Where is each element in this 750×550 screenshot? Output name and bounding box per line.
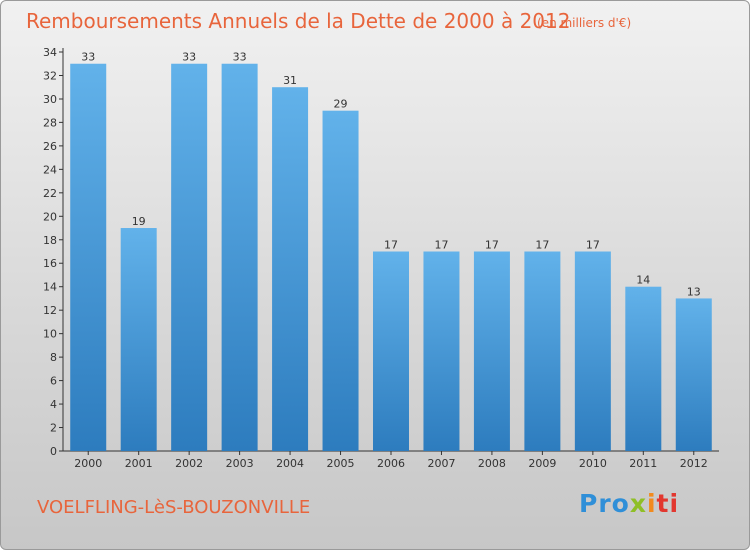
bar — [524, 251, 561, 451]
x-tick-label: 2001 — [125, 457, 153, 470]
y-tick-label: 12 — [43, 304, 57, 317]
bar-value-label: 33 — [182, 51, 196, 64]
bar — [625, 286, 662, 451]
bar-value-label: 29 — [334, 98, 348, 111]
bar-value-label: 17 — [586, 239, 600, 252]
y-tick-label: 22 — [43, 187, 57, 200]
bar — [221, 63, 258, 452]
y-tick-label: 18 — [43, 234, 57, 247]
y-tick-label: 8 — [50, 351, 57, 364]
bar — [675, 298, 712, 451]
x-tick-label: 2009 — [528, 457, 556, 470]
y-tick-label: 34 — [43, 46, 57, 59]
x-tick-label: 2002 — [175, 457, 203, 470]
commune-name: VOELFLING-LèS-BOUZONVILLE — [37, 497, 311, 518]
bar-value-label: 31 — [283, 74, 297, 87]
x-tick-label: 2012 — [680, 457, 708, 470]
y-tick-label: 6 — [50, 375, 57, 388]
x-tick-label: 2011 — [629, 457, 657, 470]
x-tick-label: 2006 — [377, 457, 405, 470]
bar-value-label: 17 — [485, 239, 499, 252]
y-tick-label: 20 — [43, 210, 57, 223]
y-tick-label: 0 — [50, 445, 57, 458]
logo-part: ti — [656, 489, 680, 518]
y-tick-label: 4 — [50, 398, 57, 411]
bar-value-label: 17 — [384, 239, 398, 252]
logo-part: x — [629, 489, 647, 518]
x-tick-label: 2003 — [226, 457, 254, 470]
bar — [120, 228, 157, 451]
y-tick-label: 10 — [43, 328, 57, 341]
bar — [473, 251, 510, 451]
y-tick-label: 16 — [43, 257, 57, 270]
bar-value-label: 14 — [636, 274, 650, 287]
bar — [423, 251, 460, 451]
bar — [171, 63, 208, 452]
bar — [70, 63, 107, 452]
y-tick-label: 28 — [43, 116, 57, 129]
proxiti-logo[interactable]: Proxiti — [579, 489, 679, 518]
y-tick-label: 26 — [43, 140, 57, 153]
x-tick-label: 2005 — [327, 457, 355, 470]
chart-subtitle: (en milliers d'€) — [537, 16, 632, 30]
bar — [272, 87, 309, 452]
x-tick-label: 2000 — [74, 457, 102, 470]
y-tick-label: 2 — [50, 422, 57, 435]
y-tick-label: 32 — [43, 69, 57, 82]
x-tick-label: 2010 — [579, 457, 607, 470]
logo-part: Pro — [579, 489, 630, 518]
bar-value-label: 33 — [233, 51, 247, 64]
bar — [322, 110, 359, 452]
bar-value-label: 33 — [81, 51, 95, 64]
x-tick-label: 2007 — [427, 457, 455, 470]
logo-part: i — [646, 489, 657, 518]
x-tick-label: 2008 — [478, 457, 506, 470]
x-tick-label: 2004 — [276, 457, 304, 470]
bar-value-label: 19 — [132, 215, 146, 228]
bar-value-label: 17 — [535, 239, 549, 252]
y-tick-label: 30 — [43, 93, 57, 106]
y-tick-label: 24 — [43, 163, 57, 176]
bar-value-label: 13 — [687, 285, 701, 298]
bar-value-label: 17 — [434, 239, 448, 252]
bar — [373, 251, 409, 451]
y-tick-label: 14 — [43, 281, 57, 294]
bar — [574, 251, 611, 451]
chart-title: Remboursements Annuels de la Dette de 20… — [26, 9, 571, 33]
